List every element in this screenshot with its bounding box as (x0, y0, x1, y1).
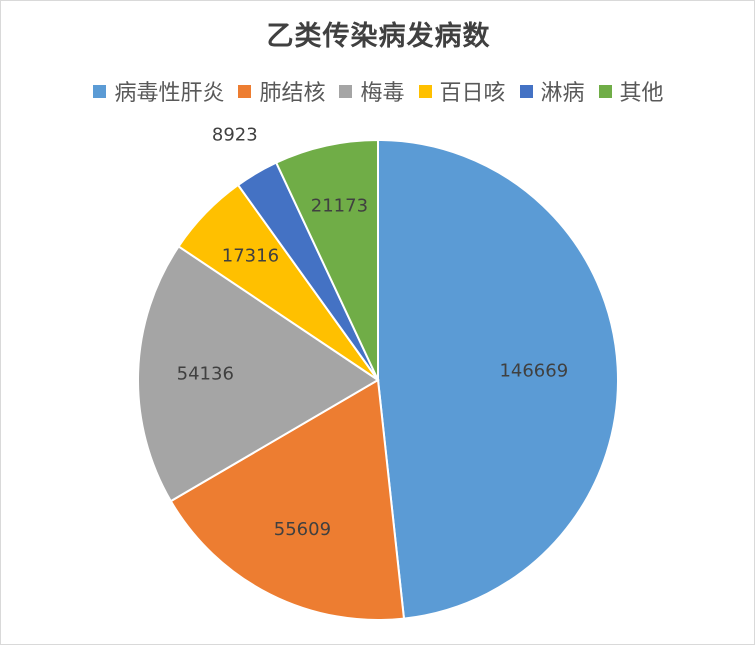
legend-label-hepatitis: 病毒性肝炎 (114, 81, 225, 106)
legend-swatch-syphilis (339, 84, 353, 98)
legend-label-other: 其他 (619, 81, 664, 106)
legend-item-gonorrhea: 淋病 (519, 75, 585, 107)
data-label-other: 21173 (311, 196, 368, 217)
legend-item-other: 其他 (598, 75, 664, 107)
data-label-hepatitis: 146669 (499, 361, 568, 382)
legend-label-tuberculosis: 肺结核 (259, 81, 326, 106)
legend-swatch-hepatitis (93, 84, 107, 98)
legend-swatch-tuberculosis (238, 84, 252, 98)
data-label-gonorrhea: 8923 (212, 125, 258, 146)
legend-item-syphilis: 梅毒 (339, 75, 405, 107)
legend-swatch-pertussis (418, 84, 432, 98)
pie-slice-hepatitis (377, 138, 619, 620)
pie-slice-tuberculosis (169, 378, 406, 621)
legend-item-pertussis: 百日咳 (418, 75, 506, 107)
legend-item-tuberculosis: 肺结核 (238, 75, 325, 107)
legend-label-syphilis: 梅毒 (360, 81, 405, 106)
data-label-tuberculosis: 55609 (274, 519, 331, 540)
legend-item-hepatitis: 病毒性肝炎 (93, 75, 224, 107)
legend-label-pertussis: 百日咳 (439, 81, 506, 106)
legend-label-gonorrhea: 淋病 (540, 81, 585, 106)
data-label-pertussis: 17316 (222, 245, 279, 266)
pie-slice-other (274, 138, 379, 381)
legend-swatch-other (598, 84, 612, 98)
chart-title: 乙类传染病发病数 (266, 21, 491, 52)
legend: 病毒性肝炎 肺结核 梅毒 百日咳 淋病 其他 (1, 75, 755, 107)
pie-slice-syphilis (137, 245, 380, 503)
legend-swatch-gonorrhea (519, 84, 533, 98)
data-label-syphilis: 54136 (177, 364, 234, 385)
